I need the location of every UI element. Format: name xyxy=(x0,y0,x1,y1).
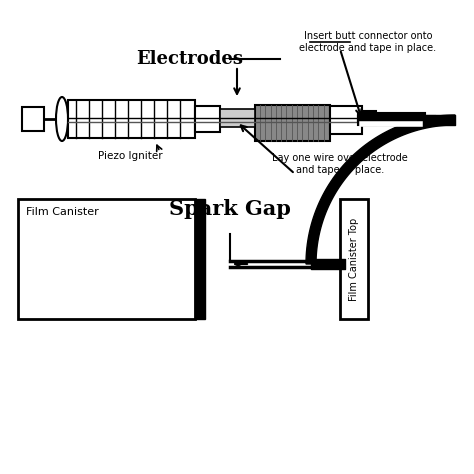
Bar xyxy=(22,107,44,131)
Text: Spark Gap: Spark Gap xyxy=(169,199,291,219)
Bar xyxy=(220,109,255,127)
Ellipse shape xyxy=(56,97,68,141)
Bar xyxy=(195,106,220,132)
Bar xyxy=(362,111,376,125)
Text: Film Canister: Film Canister xyxy=(26,207,99,217)
Text: Lay one wire over electrode
and tape in place.: Lay one wire over electrode and tape in … xyxy=(272,153,408,175)
Text: Electrodes: Electrodes xyxy=(137,50,244,68)
Bar xyxy=(18,199,195,319)
Bar xyxy=(330,106,362,134)
Text: Piezo Igniter: Piezo Igniter xyxy=(98,151,162,161)
Polygon shape xyxy=(306,115,455,264)
Text: Insert butt connector onto
electrode and tape in place.: Insert butt connector onto electrode and… xyxy=(300,31,437,53)
Bar xyxy=(340,199,368,319)
Bar xyxy=(255,105,330,141)
Bar xyxy=(68,100,195,138)
Bar xyxy=(195,199,205,319)
Text: Film Canister Top: Film Canister Top xyxy=(349,218,359,301)
